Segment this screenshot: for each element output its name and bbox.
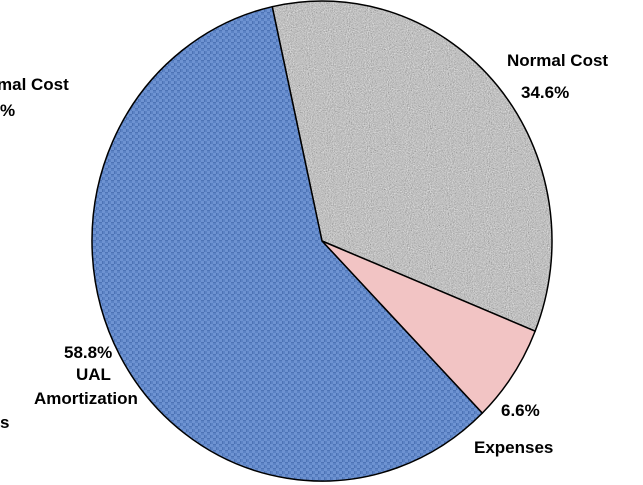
label-normal-cost-name: Normal Cost <box>507 51 608 70</box>
pie-slices <box>91 0 553 482</box>
clipped-label-normal-cost-name: mal Cost <box>0 75 69 94</box>
label-ual-name-line2: Amortization <box>34 389 138 408</box>
label-ual-name-line1: UAL <box>76 365 111 384</box>
label-normal-cost-value: 34.6% <box>521 83 569 102</box>
clipped-label-fragment: s <box>0 413 9 432</box>
pie-slice-normal-cost <box>271 0 553 332</box>
label-expenses-name: Expenses <box>474 438 553 457</box>
pie-slice-ual-amortization <box>91 5 484 482</box>
clipped-label-normal-cost-value: % <box>0 101 15 120</box>
label-ual-value: 58.8% <box>64 343 112 362</box>
label-expenses-value: 6.6% <box>501 401 540 420</box>
